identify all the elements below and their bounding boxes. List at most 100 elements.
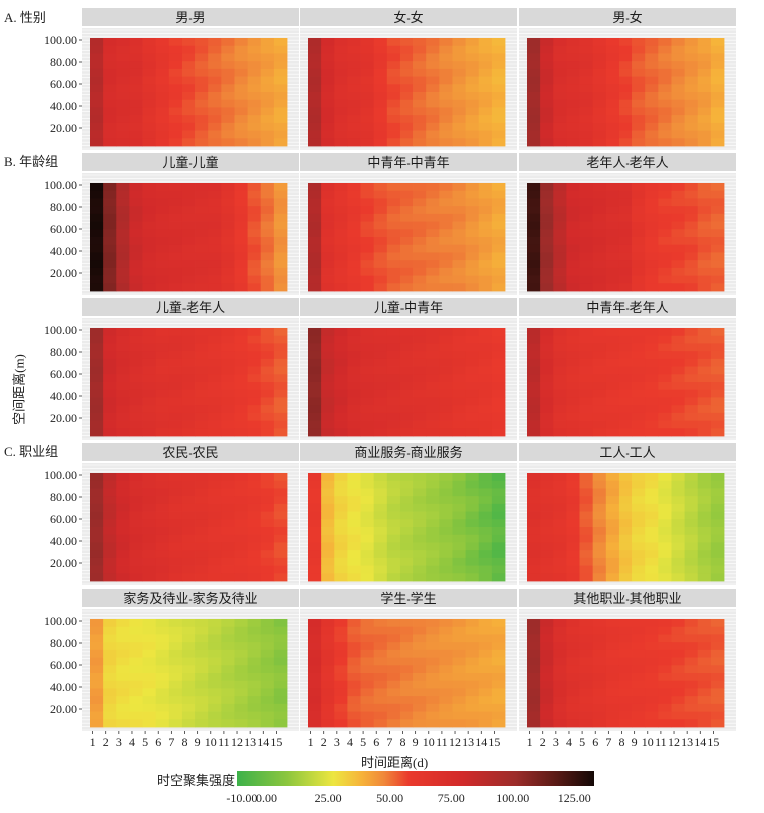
panel-2-cell bbox=[308, 45, 322, 54]
panel-8-cell bbox=[399, 420, 414, 429]
panel-11-cell bbox=[360, 488, 375, 497]
panel-7-cell bbox=[103, 358, 117, 367]
panel-12-cell bbox=[592, 488, 607, 497]
x-tick-label: 14 bbox=[694, 735, 706, 749]
panel-8-cell bbox=[347, 397, 361, 406]
panel-6-cell bbox=[592, 275, 607, 284]
panel-5-cell bbox=[439, 198, 453, 207]
panel-3-cell bbox=[527, 107, 541, 116]
panel-12-cell bbox=[553, 503, 567, 512]
panel-11-cell bbox=[439, 511, 453, 520]
panel-4-cell bbox=[129, 244, 143, 253]
panel-5-cell bbox=[426, 221, 440, 230]
panel-4-cell bbox=[208, 183, 222, 192]
panel-1-cell bbox=[103, 76, 117, 85]
panel-13-cell bbox=[103, 649, 117, 658]
panel-15-cell bbox=[527, 696, 541, 705]
panel-12-cell bbox=[579, 527, 594, 536]
panel-3-cell bbox=[618, 84, 633, 93]
panel-4-cell bbox=[247, 213, 262, 222]
panel-5-cell bbox=[426, 283, 440, 292]
panel-4-cell bbox=[195, 190, 209, 199]
panel-5-cell bbox=[413, 252, 427, 261]
panel-14-cell bbox=[321, 719, 335, 728]
panel-2-cell bbox=[399, 99, 414, 108]
panel-2-cell bbox=[308, 92, 322, 101]
panel-2-cell bbox=[308, 122, 322, 131]
section-label-gender: A. 性别 bbox=[4, 10, 46, 25]
panel-11-cell bbox=[452, 511, 466, 520]
y-tick-label: 80.00 bbox=[50, 200, 77, 214]
panel-10-cell bbox=[103, 557, 117, 566]
panel-11-cell bbox=[439, 519, 453, 528]
panel-4-cell bbox=[155, 252, 170, 261]
panel-15-cell bbox=[553, 642, 567, 651]
panel-6-cell bbox=[553, 206, 567, 215]
panel-11-cell bbox=[426, 496, 440, 505]
panel-6-cell bbox=[553, 183, 567, 192]
panel-7-cell bbox=[155, 420, 170, 429]
panel-2-cell bbox=[426, 99, 440, 108]
panel-2-cell bbox=[452, 115, 466, 124]
panel-3-cell bbox=[658, 115, 672, 124]
panel-12-cell bbox=[553, 519, 567, 528]
panel-15-cell bbox=[697, 696, 712, 705]
panel-13-cell bbox=[155, 673, 170, 682]
panel-9-cell bbox=[710, 389, 725, 398]
panel-4-cell bbox=[90, 267, 104, 276]
panel-1-cell bbox=[273, 130, 288, 139]
panel-4-cell bbox=[116, 244, 130, 253]
panel-9-cell bbox=[671, 374, 685, 383]
panel-1-cell bbox=[116, 76, 130, 85]
panel-11-cell bbox=[308, 503, 322, 512]
panel-15-cell bbox=[527, 619, 541, 628]
panel-6-cell bbox=[645, 183, 659, 192]
panel-15-cell bbox=[540, 642, 554, 651]
panel-11-cell bbox=[439, 557, 453, 566]
panel-10-cell bbox=[195, 511, 209, 520]
panel-1-cell bbox=[168, 53, 183, 62]
panel-9-cell bbox=[710, 428, 725, 437]
legend-tick-label: -10.00 bbox=[226, 791, 258, 805]
panel-10-cell bbox=[142, 503, 157, 512]
panel-12-cell bbox=[632, 473, 646, 482]
panel-4-cell bbox=[208, 198, 222, 207]
panel-10-cell bbox=[155, 565, 170, 574]
panel-4-cell bbox=[103, 221, 117, 230]
panel-15-cell bbox=[658, 696, 672, 705]
panel-7-cell bbox=[195, 428, 209, 437]
panel-4-cell bbox=[155, 260, 170, 269]
panel-14-cell bbox=[360, 657, 375, 666]
panel-11-cell bbox=[413, 511, 427, 520]
panel-5-cell bbox=[491, 183, 506, 192]
panel-1-cell bbox=[234, 115, 248, 124]
panel-12-cell bbox=[632, 511, 646, 520]
panel-7-cell bbox=[234, 358, 248, 367]
panel-11-cell bbox=[452, 557, 466, 566]
panel-14-cell bbox=[334, 680, 348, 689]
panel-3-cell bbox=[579, 76, 594, 85]
panel-13-cell bbox=[208, 626, 222, 635]
panel-14-cell bbox=[334, 642, 348, 651]
panel-15-cell bbox=[553, 688, 567, 697]
panel-3-cell bbox=[579, 53, 594, 62]
panel-6-cell bbox=[553, 221, 567, 230]
panel-8-cell bbox=[465, 374, 480, 383]
panel-9-cell bbox=[671, 428, 685, 437]
panel-15-cell bbox=[540, 711, 554, 720]
panel-14-cell bbox=[373, 642, 388, 651]
panel-4-cell bbox=[116, 183, 130, 192]
panel-8-cell bbox=[386, 358, 401, 367]
panel-1-cell bbox=[116, 53, 130, 62]
panel-13-cell bbox=[208, 649, 222, 658]
panel-8-cell bbox=[452, 328, 466, 337]
panel-8-cell bbox=[360, 374, 375, 383]
panel-7-cell bbox=[234, 397, 248, 406]
panel-7-cell bbox=[90, 328, 104, 337]
panel-1-cell bbox=[260, 115, 275, 124]
panel-15-cell bbox=[592, 649, 607, 658]
panel-4-cell bbox=[234, 183, 248, 192]
panel-1-cell bbox=[247, 61, 262, 70]
panel-3-cell bbox=[553, 38, 567, 47]
panel-15-cell bbox=[592, 657, 607, 666]
